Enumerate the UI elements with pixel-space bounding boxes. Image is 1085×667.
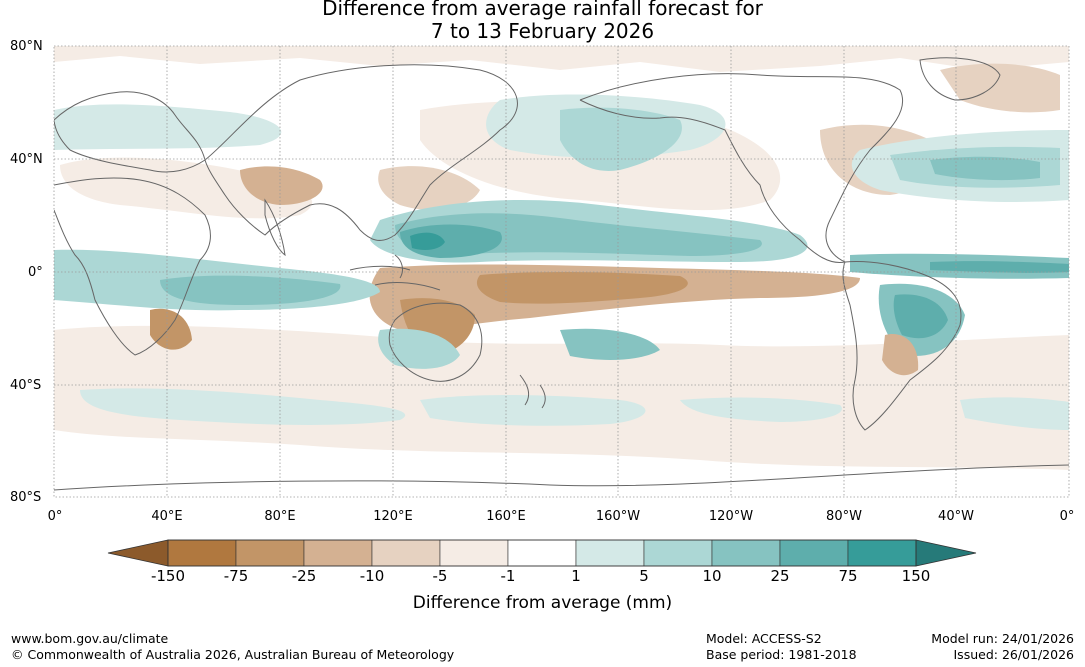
colorbar-bin bbox=[303, 539, 373, 567]
lon-label-120e: 120°E bbox=[373, 509, 413, 524]
anomaly-patch bbox=[930, 156, 1040, 181]
colorbar-tick-label: -1 bbox=[500, 567, 516, 585]
map-frame bbox=[53, 45, 1070, 498]
colorbar-tick-label: -25 bbox=[291, 567, 317, 585]
lon-label-0-right: 0° bbox=[1059, 509, 1075, 524]
footer-copyright: © Commonwealth of Australia 2026, Austra… bbox=[11, 647, 455, 662]
lon-label-80e: 80°E bbox=[264, 509, 296, 524]
colorbar-tick-label: -10 bbox=[359, 567, 385, 585]
coast-south-america bbox=[842, 261, 962, 431]
anomaly-patch bbox=[54, 104, 282, 150]
lon-label-40e: 40°E bbox=[151, 509, 183, 524]
lon-label-80w: 80°W bbox=[826, 509, 862, 524]
colorbar-tick-label: 25 bbox=[770, 567, 790, 585]
anomaly-patch bbox=[150, 308, 192, 350]
colorbar-tick-label: 1 bbox=[571, 567, 581, 585]
map-title-line-2: 7 to 13 February 2026 bbox=[430, 19, 655, 43]
anomaly-patch bbox=[54, 46, 1069, 72]
anomaly-patch bbox=[893, 294, 948, 339]
lon-label-120w: 120°W bbox=[708, 509, 754, 524]
lat-label-80s: 80°S bbox=[10, 490, 42, 505]
footer-model: Model: ACCESS-S2 bbox=[706, 631, 822, 646]
colorbar-bin bbox=[371, 539, 441, 567]
lat-label-40n: 40°N bbox=[10, 152, 43, 167]
map-title-line-1: Difference from average rainfall forecas… bbox=[322, 0, 763, 20]
anomaly-patch bbox=[410, 232, 445, 250]
colorbar-bin bbox=[847, 539, 917, 567]
colorbar-outline bbox=[167, 539, 917, 567]
footer-model-run: Model run: 24/01/2026 bbox=[931, 631, 1074, 646]
coast-australia bbox=[388, 302, 483, 382]
coastlines bbox=[54, 57, 1069, 491]
footer-base-period: Base period: 1981-2018 bbox=[706, 647, 857, 662]
anomaly-patch bbox=[960, 397, 1069, 430]
coast-new-zealand bbox=[519, 374, 546, 409]
colorbar-bin bbox=[779, 539, 849, 567]
coast-maritime-continent bbox=[349, 254, 441, 291]
colorbar-below-min-triangle bbox=[107, 539, 169, 567]
lon-label-40w: 40°W bbox=[938, 509, 974, 524]
anomaly-patch bbox=[240, 166, 323, 205]
colorbar-bins bbox=[167, 539, 917, 567]
rainfall-anomaly-map bbox=[53, 45, 1070, 498]
colorbar-tick-label: -75 bbox=[223, 567, 249, 585]
lon-label-160e: 160°E bbox=[486, 509, 526, 524]
coast-greenland bbox=[919, 57, 1001, 101]
anomaly-patch bbox=[560, 328, 660, 360]
colorbar-title: Difference from average (mm) bbox=[412, 593, 673, 613]
anomaly-patch bbox=[476, 272, 688, 304]
colorbar-bin bbox=[643, 539, 713, 567]
colorbar-bin bbox=[711, 539, 781, 567]
coast-india bbox=[264, 198, 286, 257]
lon-label-160w: 160°W bbox=[595, 509, 641, 524]
lat-label-40s: 40°S bbox=[10, 378, 42, 393]
colorbar-bin bbox=[439, 539, 509, 567]
anomaly-patch bbox=[420, 395, 646, 426]
map-gridlines bbox=[54, 46, 1069, 497]
footer-website: www.bom.gov.au/climate bbox=[11, 631, 169, 646]
colorbar-tick-label: 150 bbox=[901, 567, 931, 585]
anomaly-patch bbox=[160, 275, 341, 305]
colorbar-tick-label: -150 bbox=[150, 567, 186, 585]
colorbar-bin bbox=[235, 539, 305, 567]
colorbar-above-max-triangle bbox=[915, 539, 977, 567]
anomaly-patch bbox=[940, 63, 1060, 113]
anomaly-patch bbox=[882, 334, 919, 376]
coast-antarctica bbox=[54, 464, 1069, 491]
anomaly-patch bbox=[930, 261, 1069, 273]
colorbar-bin bbox=[507, 539, 577, 567]
colorbar-bin bbox=[167, 539, 237, 567]
colorbar-tick-label: -5 bbox=[432, 567, 448, 585]
lat-label-80n: 80°N bbox=[10, 39, 43, 54]
anomaly-patch bbox=[378, 328, 460, 369]
anomaly-patch bbox=[80, 388, 406, 425]
colorbar-tick-label: 5 bbox=[639, 567, 649, 585]
coast-asia bbox=[204, 64, 518, 241]
anomaly-patch bbox=[378, 166, 480, 210]
footer-issued: Issued: 26/01/2026 bbox=[953, 647, 1075, 662]
coast-africa bbox=[54, 177, 211, 356]
anomaly-field bbox=[54, 46, 1069, 470]
lat-label-equator: 0° bbox=[28, 265, 43, 280]
colorbar-tick-label: 10 bbox=[702, 567, 722, 585]
colorbar-bin bbox=[575, 539, 645, 567]
anomaly-patch bbox=[560, 107, 682, 171]
lon-label-0-left: 0° bbox=[47, 509, 63, 524]
coast-north-america bbox=[579, 73, 904, 264]
anomaly-patch bbox=[680, 397, 842, 422]
colorbar-tick-label: 75 bbox=[838, 567, 858, 585]
